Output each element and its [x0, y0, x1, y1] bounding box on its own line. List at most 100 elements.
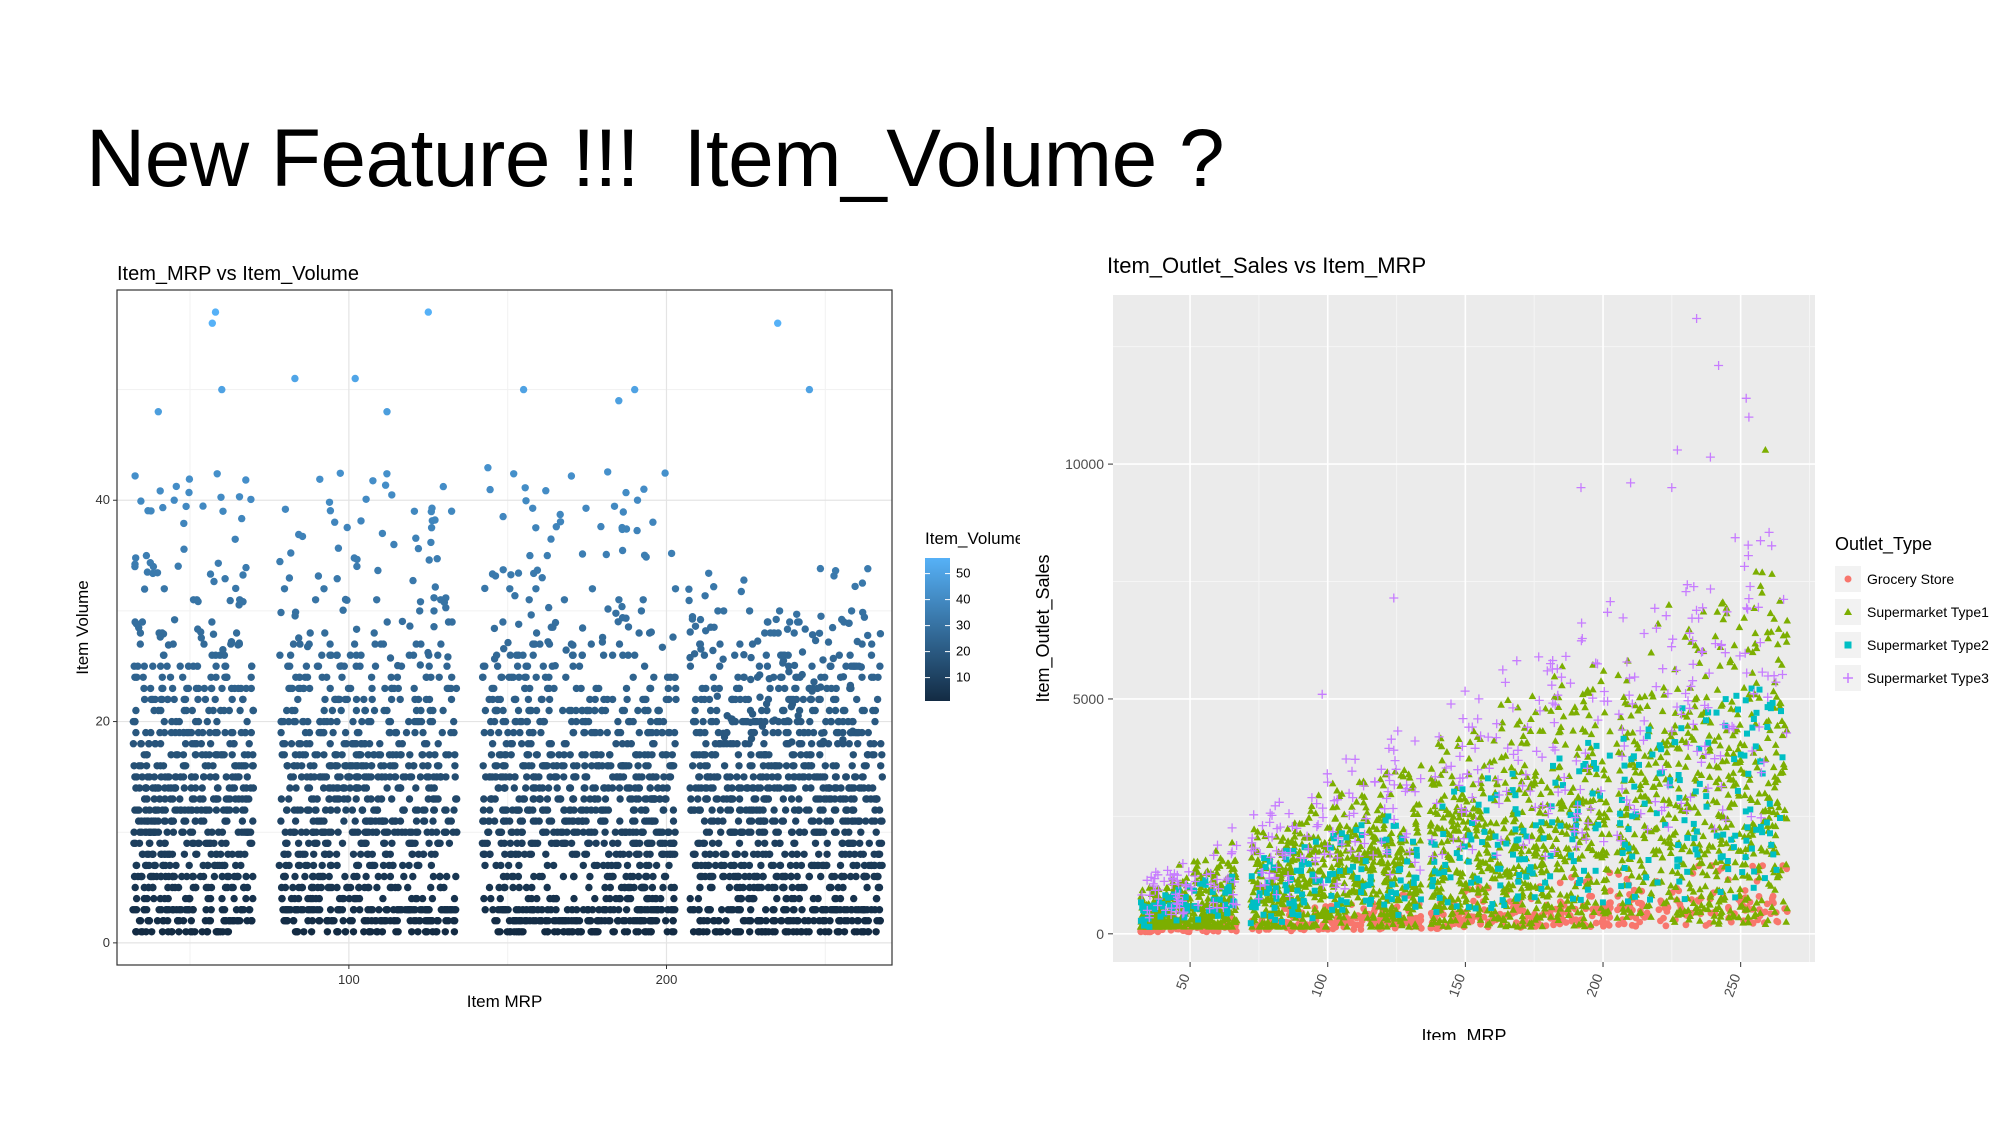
data-point	[543, 551, 551, 560]
data-point	[629, 806, 638, 814]
data-point	[786, 618, 794, 626]
data-point-type1	[1361, 907, 1369, 915]
data-point	[806, 717, 814, 726]
data-point	[161, 850, 169, 858]
data-point	[206, 728, 214, 737]
data-point-type1	[1724, 791, 1732, 798]
data-point-type1	[1528, 692, 1537, 700]
data-point	[552, 906, 560, 914]
data-point-type1	[1556, 904, 1565, 912]
data-point	[210, 872, 219, 881]
data-point	[441, 928, 449, 936]
data-point	[601, 828, 609, 836]
data-point	[782, 728, 790, 737]
data-point	[688, 615, 697, 623]
data-point	[857, 784, 866, 792]
data-point	[686, 653, 694, 662]
data-point	[778, 651, 786, 659]
data-point	[777, 673, 785, 681]
data-point	[857, 928, 865, 936]
data-point	[707, 717, 715, 726]
data-point	[295, 751, 304, 759]
data-point	[552, 523, 560, 531]
data-point	[841, 850, 849, 858]
data-point-type1	[1303, 901, 1312, 909]
data-point-type1	[1641, 775, 1649, 783]
data-point	[175, 917, 183, 925]
data-point	[145, 740, 153, 748]
data-point	[367, 795, 375, 803]
data-point	[453, 828, 461, 836]
data-point	[499, 817, 508, 825]
data-point	[769, 928, 777, 936]
data-point	[305, 684, 314, 693]
data-point	[301, 861, 310, 870]
data-point	[156, 487, 164, 495]
data-point	[138, 928, 147, 936]
data-point	[542, 487, 550, 495]
data-point-type1	[1701, 882, 1710, 890]
data-point	[367, 762, 376, 770]
data-point	[309, 817, 317, 825]
data-point	[168, 684, 177, 693]
data-point	[412, 534, 420, 542]
data-point	[866, 740, 874, 748]
data-point	[515, 620, 523, 628]
data-point	[661, 839, 669, 847]
data-point-type1	[1697, 892, 1706, 900]
data-point	[768, 883, 777, 892]
data-point-type1	[1753, 798, 1762, 805]
data-point	[786, 861, 795, 870]
data-point	[197, 634, 205, 642]
data-point	[792, 861, 800, 870]
data-point	[760, 828, 769, 836]
data-point	[210, 577, 218, 586]
data-point	[428, 717, 437, 726]
data-point	[733, 773, 741, 781]
data-point	[159, 684, 167, 693]
data-point	[303, 673, 312, 681]
data-point	[843, 917, 852, 925]
data-point	[696, 806, 704, 814]
data-point	[586, 872, 594, 881]
data-point	[287, 740, 296, 748]
data-point	[426, 706, 434, 715]
data-point	[605, 850, 613, 858]
data-point	[812, 773, 821, 781]
data-point-type1	[1479, 789, 1488, 797]
data-point	[181, 740, 190, 748]
data-point	[153, 569, 162, 577]
data-point	[645, 894, 653, 903]
data-point	[202, 839, 210, 847]
data-point	[839, 673, 848, 681]
data-point	[291, 374, 299, 383]
data-point-grocery	[1480, 913, 1488, 921]
data-point	[701, 784, 710, 792]
data-point	[549, 861, 558, 870]
data-point-type1	[1248, 840, 1257, 848]
data-point	[734, 751, 743, 759]
data-point	[846, 651, 854, 659]
data-point	[497, 673, 505, 681]
data-point	[597, 522, 605, 531]
data-point	[135, 784, 144, 792]
data-point	[480, 850, 488, 858]
data-point	[520, 850, 529, 858]
data-point	[837, 872, 846, 881]
data-point	[797, 861, 806, 870]
data-point	[863, 883, 871, 892]
data-point	[294, 894, 303, 903]
data-point	[622, 684, 631, 693]
data-point	[878, 773, 886, 781]
data-point	[284, 662, 292, 670]
data-point	[388, 684, 396, 693]
data-point	[169, 795, 177, 803]
data-point	[327, 651, 335, 659]
data-point	[164, 641, 173, 649]
data-point	[859, 773, 867, 781]
data-point-grocery	[1755, 893, 1763, 900]
data-point	[501, 906, 509, 914]
data-point	[730, 828, 738, 836]
data-point	[858, 579, 867, 587]
data-point	[297, 773, 306, 781]
